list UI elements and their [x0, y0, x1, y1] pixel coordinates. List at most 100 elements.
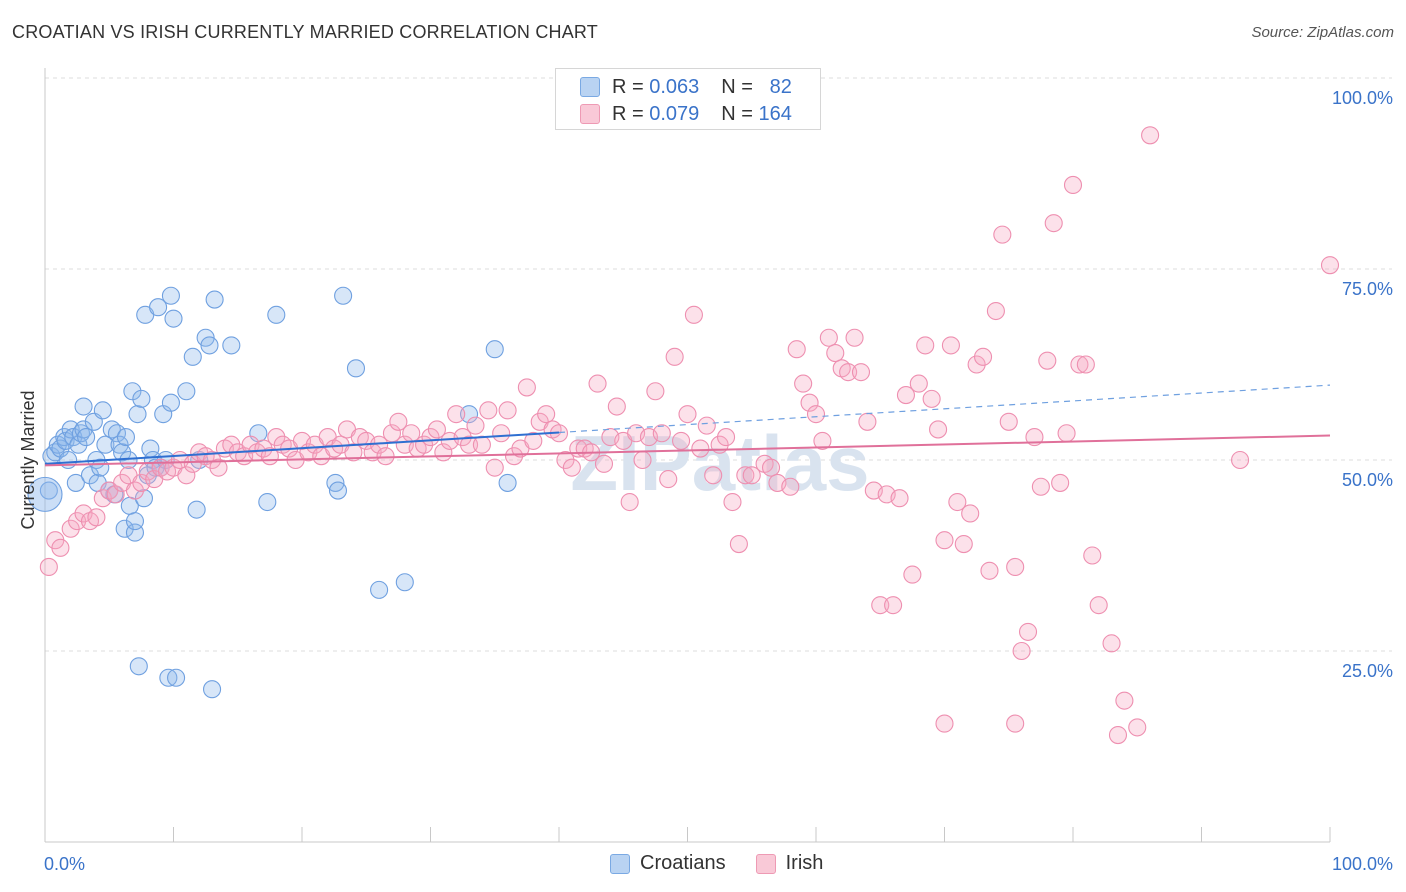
croatians-point: [205, 290, 224, 309]
croatians-point: [498, 473, 517, 492]
irish-point: [697, 416, 716, 435]
r-value: 0.079: [649, 102, 700, 125]
irish-point: [1115, 691, 1134, 710]
croatians-point: [39, 481, 58, 500]
irish-point: [492, 424, 511, 443]
irish-point: [704, 466, 723, 485]
croatians-point: [115, 519, 134, 538]
croatians-point: [187, 500, 206, 519]
irish-point: [851, 363, 871, 382]
irish-point: [607, 397, 626, 416]
croatians-point: [80, 466, 100, 485]
croatians-point: [177, 382, 196, 401]
croatians-point: [149, 298, 168, 317]
croatians-trendline-extension: [558, 384, 1331, 434]
irish-point: [376, 447, 395, 466]
irish-point: [916, 336, 935, 355]
irish-point: [646, 382, 665, 401]
croatians-trendline: [44, 431, 560, 465]
irish-point: [1051, 473, 1070, 492]
irish-point: [980, 561, 999, 580]
irish-point: [800, 393, 819, 412]
chart-source: Source: ZipAtlas.com: [1251, 24, 1394, 41]
r-label: R =: [612, 75, 644, 98]
irish-point: [106, 485, 125, 504]
irish-point: [935, 714, 954, 733]
croatians-point: [334, 286, 353, 305]
irish-point: [871, 596, 890, 615]
croatians-point: [113, 443, 132, 462]
irish-point: [787, 340, 806, 359]
irish-point: [485, 458, 504, 477]
x-tick-label: 100.0%: [1332, 854, 1393, 874]
irish-point: [794, 374, 813, 393]
r-value: 0.063: [649, 75, 700, 98]
legend-item-irish[interactable]: Irish: [755, 852, 824, 875]
label-layer: 25.0% 50.0% 75.0% 100.0% 0.0% 100.0% Currently…: [18, 88, 1393, 874]
irish-point: [1018, 622, 1038, 641]
n-value: 82: [769, 75, 792, 98]
croatians-point: [267, 305, 286, 324]
trend-layer: [44, 384, 1331, 467]
irish-point: [517, 378, 536, 397]
irish-point: [678, 405, 697, 424]
series-legend: Croatians Irish: [610, 852, 853, 875]
irish-point: [267, 428, 286, 447]
y-tick-label: 25.0%: [1342, 661, 1393, 681]
irish-point: [1031, 477, 1050, 496]
irish-point: [1006, 557, 1025, 577]
points-layer: [27, 126, 1340, 745]
croatians-point: [107, 424, 127, 443]
irish-point: [845, 328, 864, 347]
n-value: 164: [758, 102, 792, 125]
irish-point: [620, 492, 639, 512]
r-label: R =: [612, 102, 644, 125]
irish-point: [588, 374, 607, 393]
irish-point: [1038, 351, 1057, 370]
croatians-point: [164, 309, 183, 328]
grid-layer: [45, 77, 1392, 652]
y-axis-label: Currently Married: [18, 390, 38, 529]
irish-point: [177, 466, 196, 485]
legend-label-croatians: Croatians: [640, 852, 726, 874]
irish-point: [716, 428, 736, 447]
irish-point: [903, 565, 922, 584]
irish-point: [389, 412, 408, 431]
irish-point: [466, 416, 485, 435]
irish-point: [203, 450, 222, 470]
irish-point: [125, 481, 144, 500]
y-tick-label: 100.0%: [1332, 88, 1393, 108]
stats-legend: R = 0.063 N = 82 R = 0.079 N = 164: [555, 68, 821, 130]
irish-point: [562, 458, 581, 477]
watermark-layer: ZIPatlas: [570, 419, 869, 507]
croatians-point: [74, 397, 93, 416]
legend-row-croatians: R = 0.063 N = 82: [580, 74, 792, 100]
irish-point: [723, 492, 742, 512]
irish-point: [813, 431, 832, 450]
irish-point: [665, 347, 684, 366]
croatians-point: [125, 512, 144, 531]
irish-point: [839, 363, 858, 382]
croatians-point: [485, 340, 504, 359]
irish-point: [890, 489, 909, 508]
legend-item-croatians[interactable]: Croatians: [610, 852, 726, 875]
irish-point: [447, 405, 466, 424]
irish-point: [1070, 355, 1089, 374]
irish-point: [633, 450, 652, 470]
irish-point: [652, 424, 671, 443]
croatians-point: [183, 347, 202, 366]
croatians-point: [27, 476, 63, 512]
y-tick-label: 50.0%: [1342, 470, 1393, 490]
irish-point: [61, 519, 80, 538]
croatians-point: [258, 492, 277, 512]
irish-point: [39, 557, 58, 577]
legend-label-irish: Irish: [785, 852, 824, 874]
irish-point: [209, 458, 228, 477]
irish-point: [556, 450, 575, 470]
croatians-point: [395, 573, 414, 592]
croatians-point: [161, 286, 180, 305]
irish-point: [993, 225, 1012, 244]
croatians-point: [161, 393, 180, 412]
n-label: N =: [721, 102, 753, 125]
x-tick-label: 0.0%: [44, 854, 85, 874]
